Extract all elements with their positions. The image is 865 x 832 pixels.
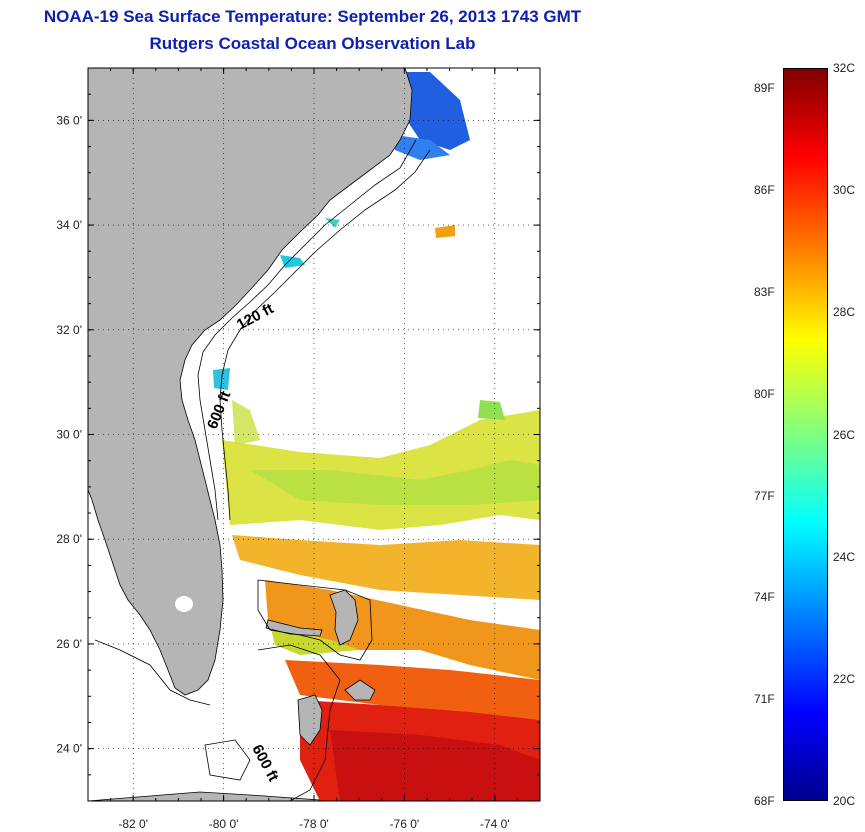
grand-bahama-island [265, 619, 323, 637]
map-ticks [87, 67, 541, 802]
cay-sal-bank-outline [204, 739, 251, 781]
depth-contours [94, 139, 431, 801]
bahama-bank-outline [257, 579, 373, 661]
colorbar-c-label: 32C [833, 61, 856, 75]
graticule [88, 68, 540, 801]
keys-contour [94, 639, 211, 706]
lat-tick-label: 34 0' [56, 218, 82, 232]
colorbar-f-label: 89F [754, 81, 775, 96]
lat-tick-label: 36 0' [56, 113, 82, 127]
colorbar-f-label: 68F [754, 794, 775, 808]
us-mainland [88, 68, 413, 696]
map-subtitle: Rutgers Coastal Ocean Observation Lab [149, 34, 476, 53]
contour-600ft [219, 149, 431, 521]
lat-tick-label: 32 0' [56, 323, 82, 337]
lon-tick-label: -78 0' [299, 817, 329, 831]
lat-tick-label: 24 0' [56, 742, 82, 756]
colorbar-f-label: 86F [754, 183, 775, 198]
colorbar-c-label: 24C [833, 549, 856, 564]
colorbar-c-label: 26C [833, 427, 856, 442]
colorbar-f-label: 74F [754, 590, 775, 605]
lon-tick-label: -82 0' [118, 817, 148, 831]
colorbar-f-label: 77F [754, 488, 775, 503]
map-title: NOAA-19 Sea Surface Temperature: Septemb… [43, 7, 582, 26]
great-abaco-island [329, 589, 359, 646]
colorbar-c-label: 30C [833, 183, 856, 198]
land-layer [88, 68, 413, 801]
colorbar-f-label: 71F [754, 692, 775, 707]
lon-tick-label: -74 0' [480, 817, 510, 831]
lon-tick-label: -80 0' [209, 817, 239, 831]
lat-tick-label: 26 0' [56, 637, 82, 651]
colorbar-f-label: 80F [754, 386, 775, 401]
lat-tick-label: 28 0' [56, 532, 82, 546]
temperature-colorbar [783, 68, 828, 801]
great-bahama-bank-outline [257, 644, 341, 801]
eleuthera-island [344, 679, 376, 701]
colorbar-c-label: 28C [833, 305, 856, 320]
cuba-coast [88, 791, 321, 801]
lon-tick-label: -76 0' [390, 817, 420, 831]
contour-120ft [197, 139, 417, 521]
colorbar-c-label: 20C [833, 794, 856, 808]
andros-island [297, 694, 323, 746]
lat-tick-label: 30 0' [56, 428, 82, 442]
axis-labels: 36 0' 34 0' 32 0' 30 0' 28 0' 26 0' 24 0' -82 0… [56, 113, 509, 831]
lake-okeechobee [175, 596, 193, 612]
colorbar-c-label: 22C [833, 671, 856, 686]
colorbar-f-label: 83F [754, 284, 775, 299]
